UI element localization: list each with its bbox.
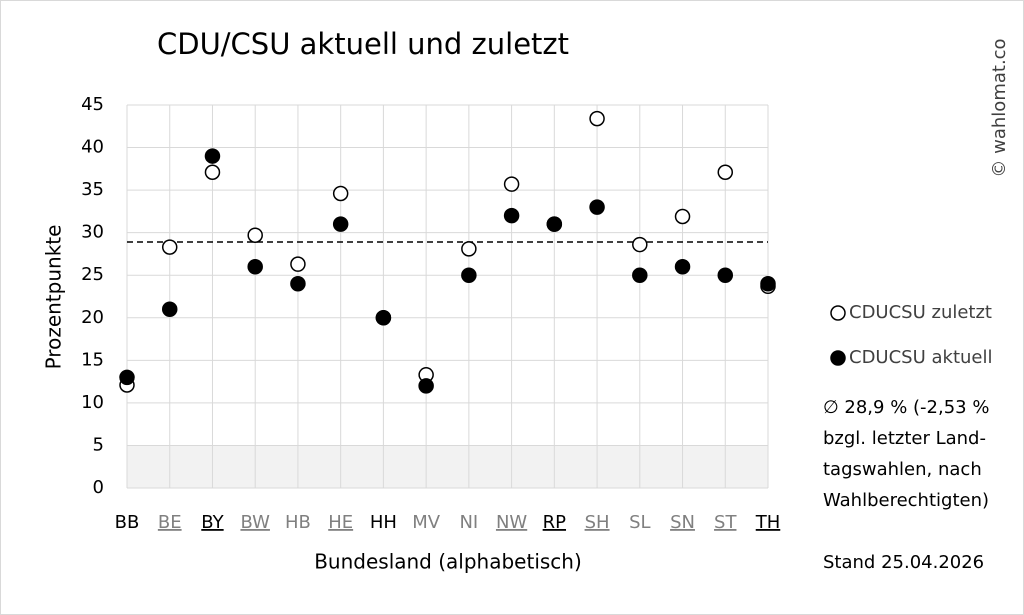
data-point (247, 227, 263, 243)
date-note: Stand 25.04.2026 (823, 552, 984, 573)
y-tick-label: 25 (81, 264, 104, 285)
data-point (332, 216, 349, 232)
data-point (418, 378, 434, 394)
y-tick-label: 40 (81, 137, 104, 158)
data-point (290, 256, 306, 272)
data-point (760, 275, 776, 292)
chart-title: CDU/CSU aktuell und zuletzt (157, 27, 569, 61)
data-point (161, 301, 178, 318)
data-point (632, 267, 648, 283)
y-tick-label: 5 (93, 434, 104, 455)
x-tick-label: ST (714, 512, 737, 533)
data-point (332, 185, 349, 202)
x-tick-label: RP (543, 512, 567, 533)
x-tick-label: BE (158, 512, 182, 533)
x-tick-label: MV (412, 512, 441, 533)
y-tick-label: 45 (81, 94, 104, 115)
data-point (161, 239, 178, 255)
y-tick-label: 0 (93, 477, 104, 498)
x-tick-label: NI (459, 512, 478, 533)
y-tick-label: 10 (81, 392, 104, 413)
x-tick-label: NW (496, 512, 527, 533)
legend-marker (830, 305, 846, 321)
data-point (503, 176, 520, 192)
y-tick-label: 30 (81, 222, 104, 243)
shaded-band (127, 445, 768, 488)
x-tick-label: BY (201, 512, 224, 533)
data-point (589, 110, 605, 127)
data-point (247, 258, 263, 275)
annotation: Wahlberechtigten) (823, 490, 989, 511)
y-tick-label: 35 (81, 179, 104, 200)
data-point (632, 236, 648, 253)
y-axis-title: Prozentpunkte (42, 225, 66, 370)
x-tick-label: BW (240, 512, 270, 533)
data-point (717, 164, 734, 180)
data-point (290, 275, 306, 292)
x-tick-label: SH (585, 512, 610, 533)
legend-marker (830, 350, 846, 366)
data-point (204, 148, 221, 164)
data-point (461, 267, 477, 283)
data-point (546, 216, 563, 232)
legend-label: CDUCSU zuletzt (849, 302, 992, 323)
data-point (589, 199, 605, 215)
copyright: © wahlomat.co (989, 38, 1010, 177)
x-tick-label: HH (370, 512, 397, 533)
data-point (717, 267, 734, 283)
x-tick-label: SN (670, 512, 695, 533)
y-tick-label: 15 (81, 349, 104, 370)
data-point (674, 208, 691, 225)
data-point (461, 241, 477, 257)
annotation: bzgl. letzter Land- (823, 428, 986, 449)
legend-label: CDUCSU aktuell (849, 347, 993, 368)
x-tick-label: HB (285, 512, 311, 533)
annotation: ∅ 28,9 % (-2,53 % (823, 397, 989, 418)
x-tick-label: BB (115, 512, 140, 533)
data-point (375, 310, 392, 326)
y-tick-label: 20 (81, 307, 104, 328)
data-point (119, 369, 135, 386)
data-point (674, 258, 691, 275)
x-tick-label: TH (755, 512, 781, 533)
x-axis-title: Bundesland (alphabetisch) (314, 550, 582, 574)
data-point (503, 207, 520, 224)
data-point (204, 164, 221, 180)
annotation: tagswahlen, nach (823, 459, 982, 480)
x-tick-label: HE (328, 512, 353, 533)
x-tick-label: SL (629, 512, 650, 533)
